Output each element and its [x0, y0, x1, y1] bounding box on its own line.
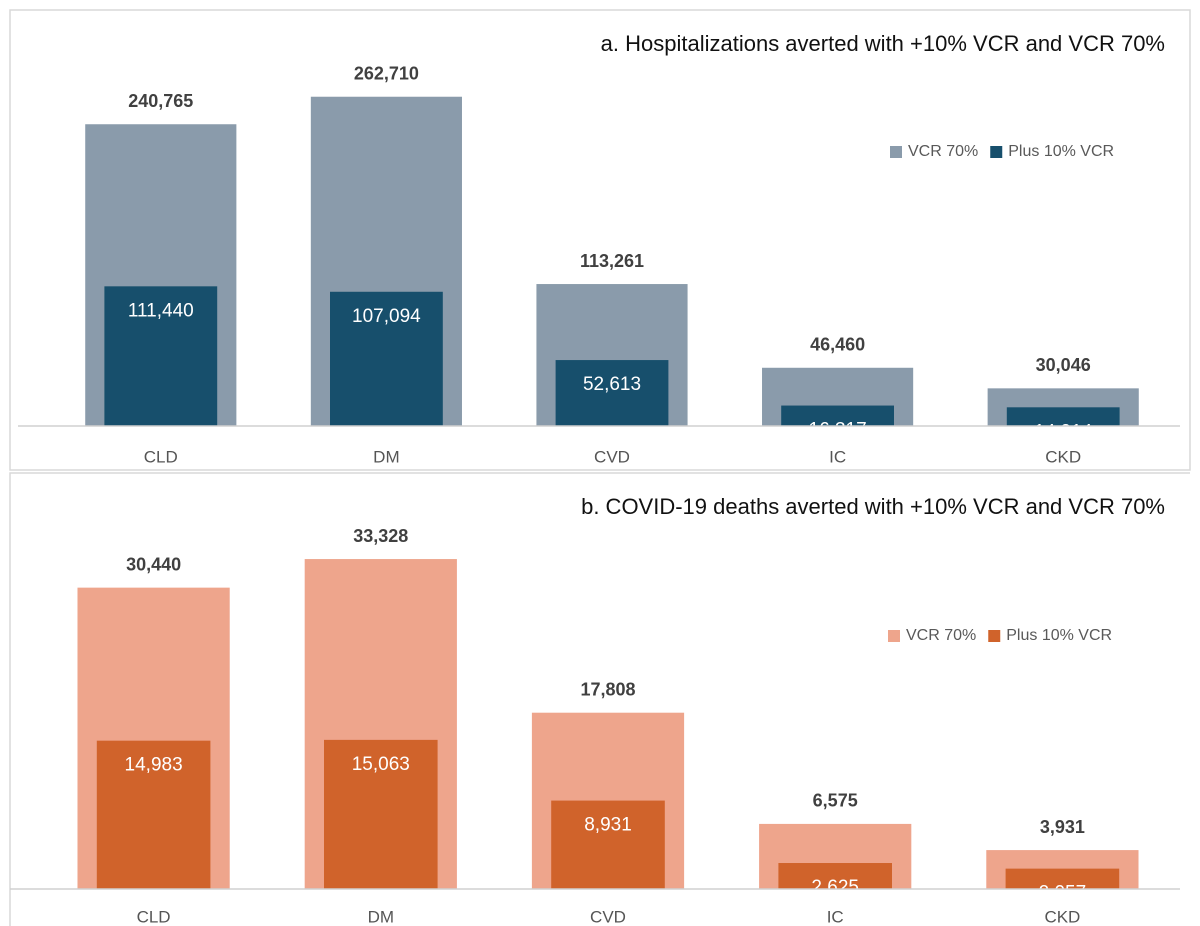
x-tick-label: CLD	[144, 447, 178, 466]
bar	[330, 291, 443, 426]
chart-title: a. Hospitalizations averted with +10% VC…	[601, 31, 1165, 56]
bar	[324, 739, 438, 889]
bar	[781, 405, 894, 426]
bar	[1005, 868, 1120, 889]
inner-label: 111,440	[128, 300, 194, 321]
total-label: 262,710	[354, 63, 419, 83]
inner-label: 15,063	[352, 754, 410, 775]
legend-label: Plus 10% VCR	[1008, 143, 1114, 160]
total-label: 6,575	[813, 791, 858, 811]
total-label: 240,765	[128, 91, 193, 111]
x-tick-label: CLD	[137, 907, 171, 926]
inner-label: 2,625	[811, 877, 859, 898]
x-tick-label: DM	[368, 907, 394, 926]
inner-label: 16,317	[809, 420, 867, 441]
x-tick-label: IC	[829, 447, 846, 466]
total-label: 30,440	[126, 554, 181, 574]
x-tick-label: CKD	[1045, 447, 1081, 466]
inner-label: 14,914	[1034, 421, 1093, 442]
total-label: 46,460	[810, 335, 865, 355]
x-tick-label: CVD	[590, 907, 626, 926]
total-label: 30,046	[1036, 355, 1091, 375]
bar	[778, 863, 892, 889]
panel-border	[9, 9, 1191, 471]
total-label: 33,328	[353, 526, 408, 546]
legend-swatch	[888, 630, 900, 642]
panel-border	[9, 472, 1190, 926]
legend-swatch	[990, 146, 1003, 158]
bar	[555, 360, 669, 426]
inner-label: 14,983	[125, 755, 183, 776]
bar	[1006, 407, 1120, 426]
inner-label: 107,094	[352, 306, 421, 327]
chart-title: b. COVID-19 deaths averted with +10% VCR…	[581, 494, 1165, 519]
x-tick-label: IC	[827, 907, 844, 926]
legend-label: VCR 70%	[908, 143, 978, 160]
legend-swatch	[988, 630, 1001, 642]
bar	[104, 286, 218, 426]
legend-swatch	[890, 146, 902, 158]
inner-label: 52,613	[583, 374, 641, 395]
total-label: 3,931	[1040, 817, 1085, 837]
legend-label: VCR 70%	[906, 627, 976, 644]
bar	[96, 740, 211, 889]
x-tick-label: DM	[373, 447, 399, 466]
total-label: 17,808	[580, 679, 635, 699]
inner-label: 8,931	[584, 815, 632, 836]
total-label: 113,261	[580, 251, 644, 271]
legend-label: Plus 10% VCR	[1006, 627, 1112, 644]
bar	[551, 800, 665, 889]
x-tick-label: CVD	[594, 447, 630, 466]
x-tick-label: CKD	[1044, 907, 1080, 926]
inner-label: 2,057	[1039, 883, 1087, 904]
